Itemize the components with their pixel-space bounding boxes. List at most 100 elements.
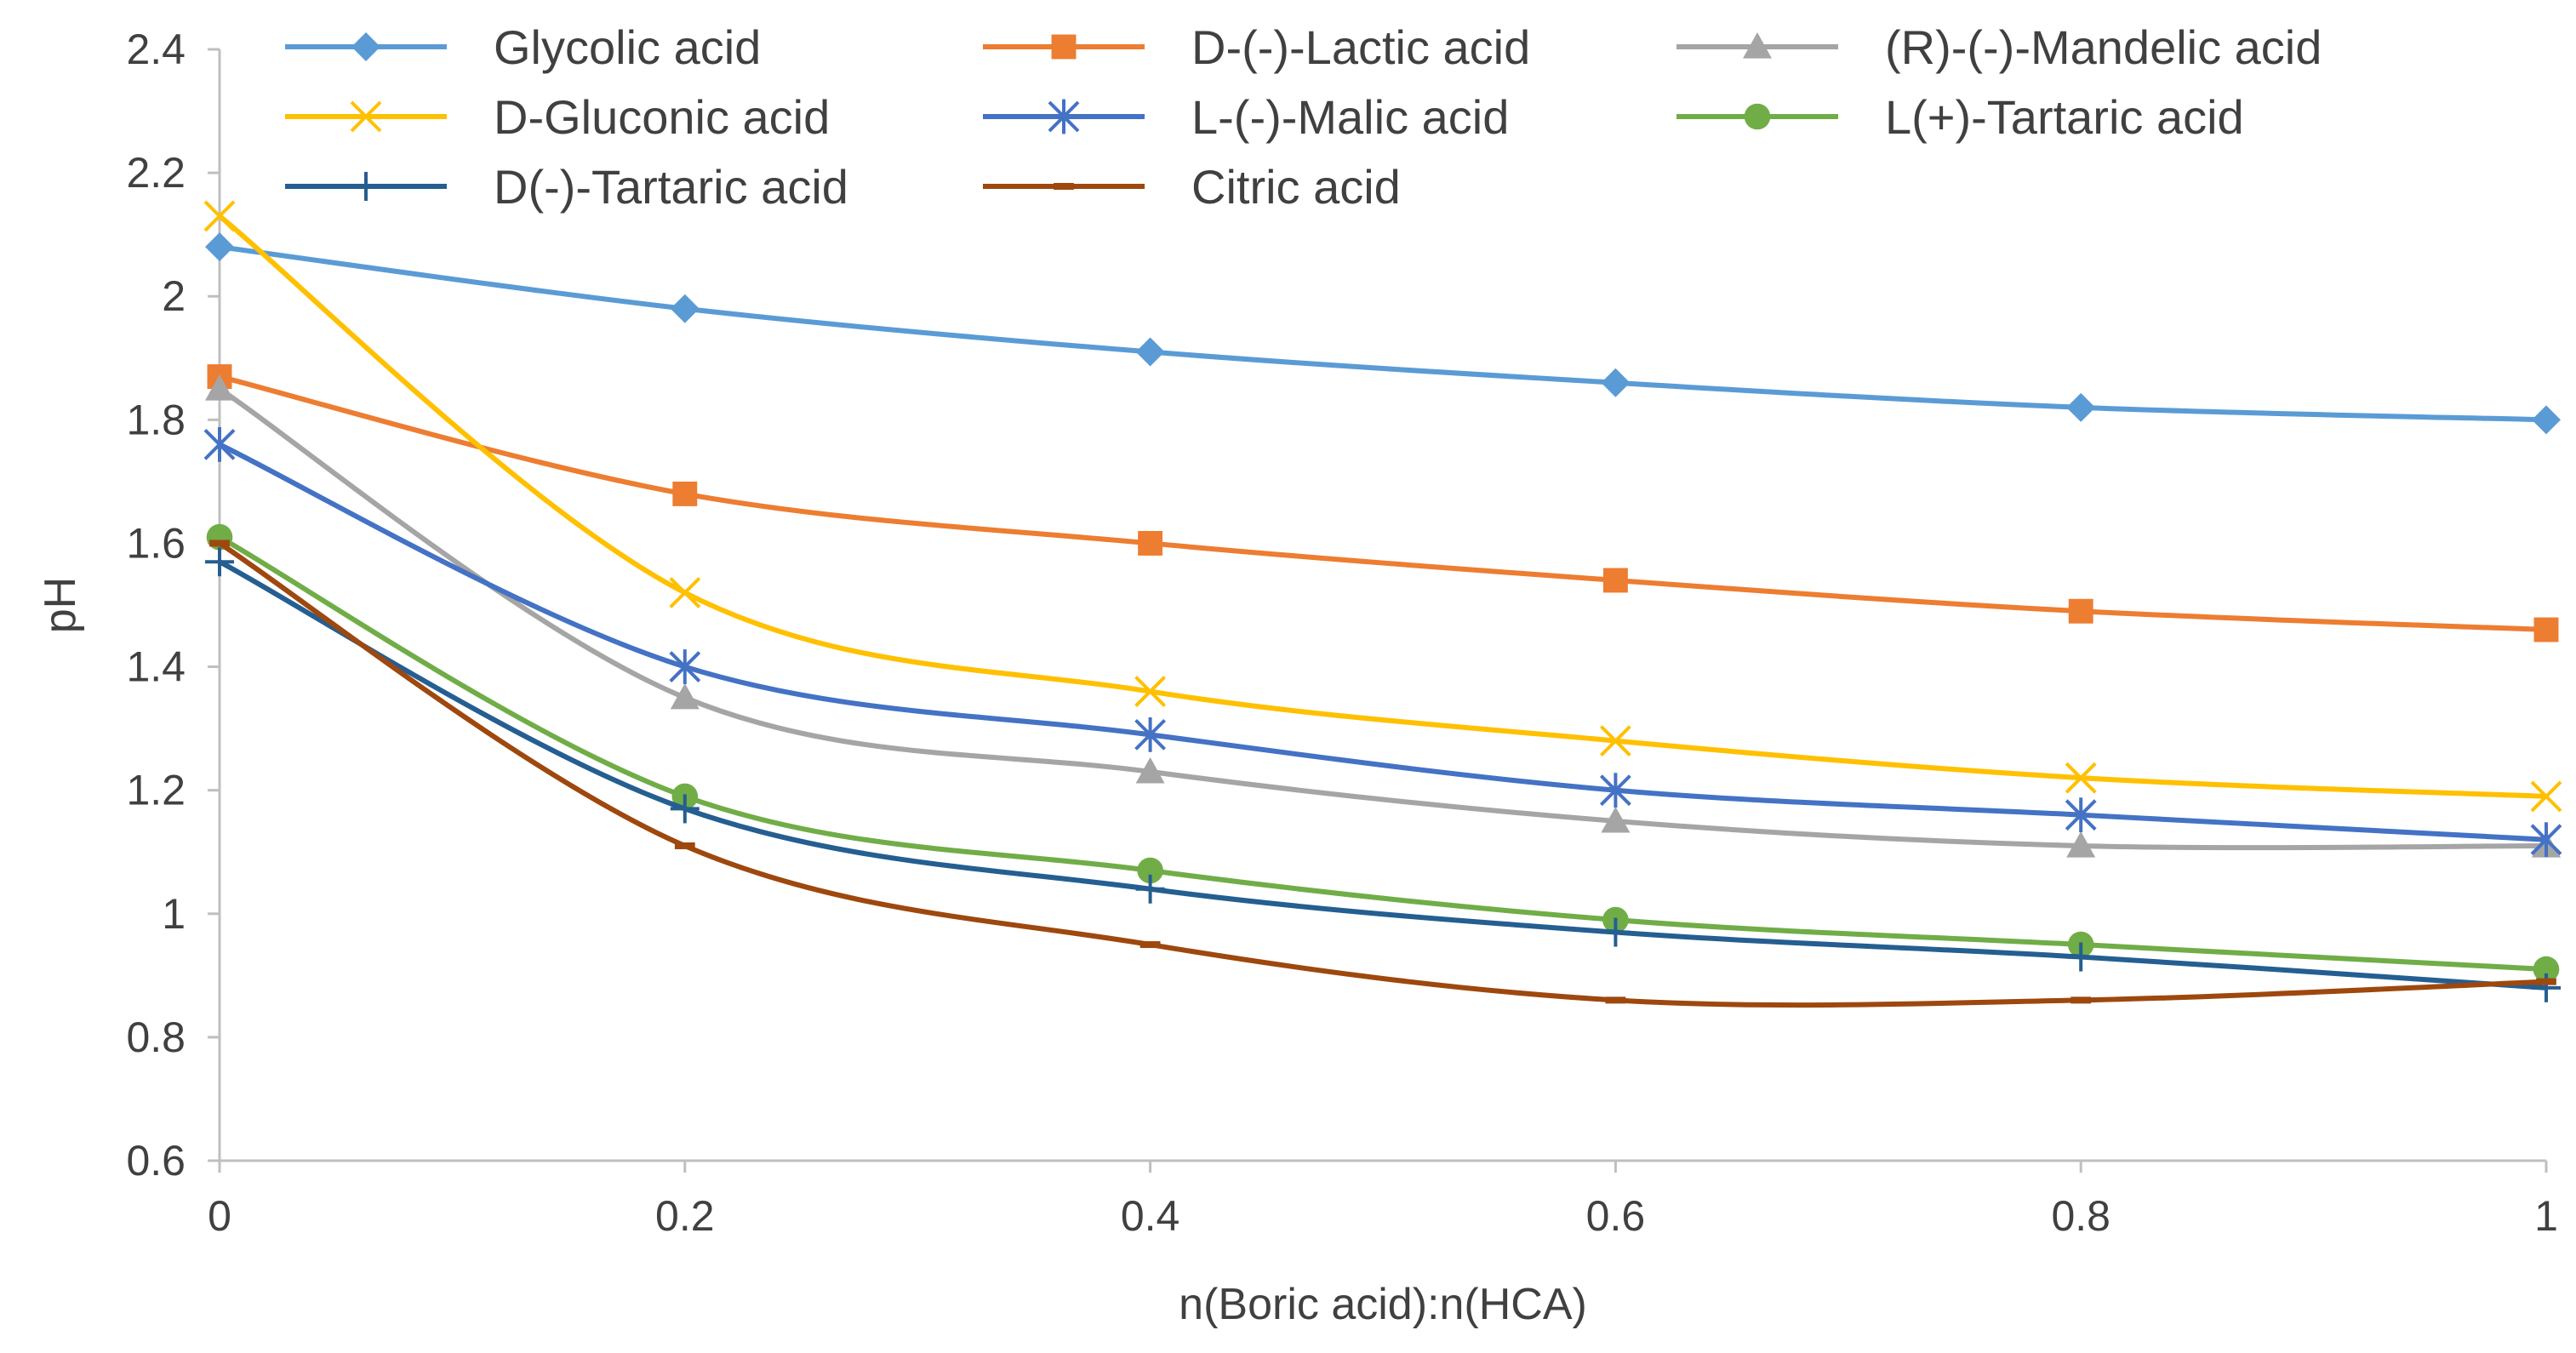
data-point-d-tartaric-acid	[1135, 874, 1165, 904]
series-line-l-tartaric-acid	[218, 534, 2547, 973]
data-point-r-mandelic-acid	[1601, 806, 1631, 833]
series-line-citric-acid	[218, 540, 2547, 1008]
x-tick-label: 0	[208, 1192, 231, 1240]
y-tick-label: 2.4	[126, 26, 186, 73]
data-point-d-lactic-acid	[1602, 568, 1628, 593]
legend-item-l-malic-acid: L-(-)-Malic acid	[983, 90, 1509, 144]
x-tick-label: 0.2	[655, 1192, 715, 1240]
data-point-r-mandelic-acid	[2066, 831, 2096, 858]
data-point-d-gluconic-acid	[2530, 780, 2562, 813]
data-point-d-gluconic-acid	[1134, 676, 1167, 707]
series-line-d-gluconic-acid	[218, 214, 2547, 799]
data-point-r-mandelic-acid	[670, 682, 700, 710]
data-point-d-gluconic-acid	[1599, 725, 1631, 757]
x-tick-label: 1	[2534, 1192, 2558, 1240]
legend: Glycolic acid D-(-)-Lactic acid (R)-(-)-Ma…	[285, 20, 2322, 214]
x-tick-label: 0.6	[1586, 1192, 1646, 1240]
data-point-glycolic-acid	[2066, 392, 2096, 422]
data-point-l-malic-acid	[203, 426, 236, 462]
y-tick-label: 1.2	[126, 767, 186, 814]
series-r-mandelic-acid	[205, 374, 2561, 858]
data-point-d-lactic-acid	[2068, 598, 2093, 624]
data-point-d-gluconic-acid	[203, 200, 236, 232]
series-line-l-malic-acid	[218, 442, 2547, 842]
data-point-d-gluconic-acid	[669, 577, 701, 608]
y-tick-label: 1.4	[126, 643, 186, 691]
series-glycolic-acid	[205, 232, 2561, 435]
axes: 0.6 0.8 1 1.2 1.4 1.6 1.8 2 2.2 2.4 0 0.2 0.4 0.6 0.8 1	[126, 26, 2557, 1240]
y-tick-label: 1	[162, 890, 186, 938]
y-axis-title: pH	[36, 577, 85, 633]
y-tick-label: 2.2	[126, 149, 186, 197]
series-line-d-tartaric-acid	[218, 559, 2547, 990]
data-point-r-mandelic-acid	[205, 374, 234, 401]
legend-label: D-(-)-Lactic acid	[1191, 20, 1530, 74]
data-point-glycolic-acid	[670, 294, 700, 323]
legend-item-l-tartaric-acid: L(+)-Tartaric acid	[1676, 90, 2244, 144]
legend-item-citric-acid: Citric acid	[983, 160, 1401, 214]
y-tick-label: 2	[162, 272, 186, 320]
data-point-d-lactic-acid	[1138, 530, 1163, 556]
data-point-citric-acid	[1139, 941, 1161, 949]
legend-marker	[351, 172, 380, 201]
data-point-glycolic-acid	[1601, 368, 1631, 397]
legend-label: Citric acid	[1191, 160, 1401, 214]
data-point-l-malic-acid	[669, 649, 701, 684]
data-point-citric-acid	[2071, 996, 2092, 1004]
legend-marker	[350, 100, 382, 133]
series-d-gluconic-acid	[203, 200, 2562, 813]
data-point-l-malic-acid	[1599, 773, 1631, 808]
data-point-l-malic-acid	[2530, 822, 2562, 858]
legend-label: (R)-(-)-Mandelic acid	[1885, 20, 2322, 74]
data-point-d-tartaric-acid	[2066, 942, 2096, 972]
y-tick-label: 1.6	[126, 519, 186, 567]
legend-marker	[1054, 183, 1074, 190]
data-point-d-gluconic-acid	[2065, 762, 2097, 794]
x-tick-label: 0.4	[1121, 1192, 1180, 1240]
y-tick-label: 0.6	[126, 1137, 186, 1185]
data-point-d-tartaric-acid	[2532, 973, 2561, 1002]
legend-marker	[1743, 32, 1772, 59]
x-axis-title: n(Boric acid):n(HCA)	[1179, 1280, 1587, 1329]
legend-marker	[1051, 34, 1077, 60]
legend-item-d-tartaric-acid: D(-)-Tartaric acid	[285, 160, 848, 214]
legend-item-r-mandelic-acid: (R)-(-)-Mandelic acid	[1676, 20, 2322, 74]
legend-marker	[351, 32, 380, 61]
data-point-glycolic-acid	[2532, 405, 2561, 435]
data-point-l-tartaric-acid	[2533, 956, 2560, 983]
x-tick-label: 0.8	[2051, 1192, 2110, 1240]
data-point-d-lactic-acid	[672, 481, 698, 506]
legend-label: Glycolic acid	[494, 20, 761, 74]
legend-marker	[1048, 99, 1080, 134]
data-point-glycolic-acid	[205, 232, 234, 262]
legend-item-d-gluconic-acid: D-Gluconic acid	[285, 90, 830, 144]
data-point-citric-acid	[209, 539, 230, 547]
data-point-d-tartaric-acid	[670, 794, 700, 824]
data-point-r-mandelic-acid	[1135, 756, 1165, 784]
data-point-citric-acid	[1605, 996, 1626, 1004]
series-l-malic-acid	[203, 426, 2562, 858]
data-point-citric-acid	[2536, 978, 2556, 985]
legend-label: D-Gluconic acid	[494, 90, 830, 144]
data-point-glycolic-acid	[1135, 337, 1165, 367]
data-point-d-lactic-acid	[2533, 617, 2559, 642]
series-line-r-mandelic-acid	[218, 386, 2547, 851]
data-point-l-malic-acid	[2065, 797, 2097, 833]
legend-label: D(-)-Tartaric acid	[494, 160, 848, 214]
data-point-d-tartaric-acid	[205, 547, 234, 577]
data-point-l-tartaric-acid	[1137, 857, 1163, 884]
series-line-glycolic-acid	[219, 244, 2547, 423]
y-tick-label: 0.8	[126, 1013, 186, 1061]
series-line-d-lactic-acid	[219, 374, 2547, 633]
series-citric-acid	[209, 539, 2556, 1008]
series-d-lactic-acid	[207, 364, 2559, 642]
legend-item-glycolic-acid: Glycolic acid	[285, 20, 761, 74]
legend-label: L-(-)-Malic acid	[1191, 90, 1509, 144]
y-tick-label: 1.8	[126, 396, 186, 443]
legend-item-d-lactic-acid: D-(-)-Lactic acid	[983, 20, 1530, 74]
data-point-d-tartaric-acid	[1601, 917, 1631, 947]
data-point-l-malic-acid	[1134, 716, 1167, 752]
series-layer	[203, 200, 2562, 1008]
